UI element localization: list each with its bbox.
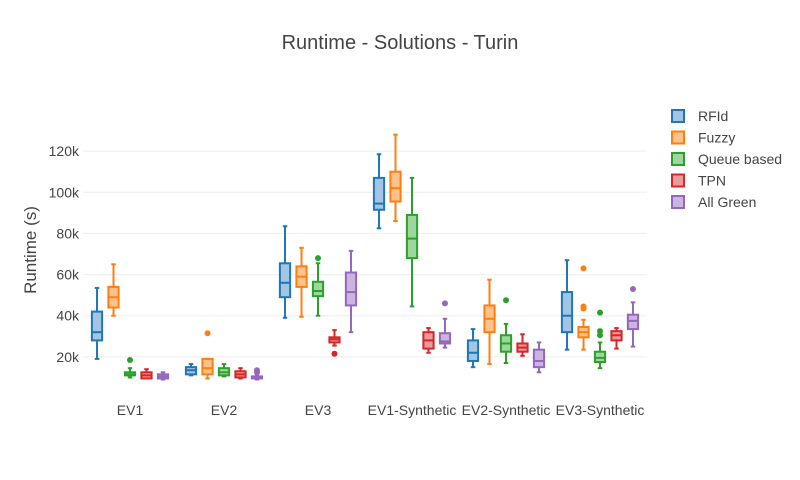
box-tpn — [234, 367, 247, 380]
box-tpn — [516, 333, 529, 357]
y-tick-label: 80k — [56, 225, 80, 241]
box-rfid — [90, 286, 104, 360]
box-iqr — [278, 262, 292, 299]
box-all-green — [438, 300, 452, 349]
legend-swatch — [671, 173, 685, 188]
y-tick-label: 120k — [49, 143, 80, 159]
x-category-label: EV3 — [305, 402, 332, 418]
y-axis-ticks: 20k 40k 60k 80k 100k 120k — [49, 143, 80, 365]
outlier-point — [204, 330, 211, 337]
outlier-point — [503, 297, 509, 304]
box-fuzzy — [577, 265, 590, 351]
outlier-point — [441, 300, 448, 307]
y-tick-label: 60k — [56, 267, 80, 283]
box-queue-based — [499, 297, 513, 365]
box-queue-based — [217, 363, 231, 378]
outlier-point — [253, 367, 260, 374]
box-iqr — [405, 213, 419, 260]
legend-label: RFId — [698, 108, 728, 124]
box-iqr — [344, 271, 358, 307]
box-rfid — [184, 363, 198, 377]
box-iqr — [90, 310, 104, 342]
legend-label: All Green — [698, 194, 756, 210]
box-iqr — [532, 348, 546, 369]
box-rfid — [278, 225, 292, 319]
legend-item[interactable]: All Green — [671, 194, 756, 210]
outlier-point — [331, 350, 338, 357]
box-iqr — [560, 291, 574, 334]
outlier-point — [127, 356, 133, 363]
box-all-green — [626, 285, 640, 348]
box-tpn — [422, 327, 435, 354]
box-fuzzy — [389, 133, 402, 223]
box-iqr — [593, 350, 607, 364]
box-iqr — [438, 332, 452, 345]
outlier-point — [597, 332, 603, 339]
x-category-label: EV2 — [211, 402, 238, 418]
box-tpn — [610, 327, 623, 350]
legend-item[interactable]: RFId — [671, 108, 728, 124]
outlier-point — [597, 328, 603, 335]
legend-item[interactable]: Queue based — [671, 151, 782, 167]
outlier-point — [580, 303, 587, 310]
outlier-point — [580, 265, 587, 272]
legend-swatch — [671, 195, 685, 209]
box-iqr — [201, 357, 214, 376]
box-all-green — [532, 341, 546, 374]
box-iqr — [626, 313, 640, 331]
legend-item[interactable]: Fuzzy — [671, 130, 735, 146]
box-fuzzy — [483, 278, 496, 366]
box-fuzzy — [107, 263, 120, 317]
outlier-point — [315, 255, 321, 262]
box-plots — [90, 133, 640, 381]
box-all-green — [344, 249, 358, 334]
legend-swatch — [671, 152, 685, 166]
y-tick-label: 100k — [49, 184, 80, 200]
outlier-point — [597, 309, 603, 316]
box-tpn — [140, 368, 153, 380]
box-queue-based — [311, 255, 325, 317]
x-category-label: EV3-Synthetic — [556, 402, 645, 418]
x-category-label: EV1 — [117, 402, 144, 418]
y-tick-label: 20k — [56, 349, 80, 365]
box-fuzzy — [295, 246, 308, 318]
y-axis-label: Runtime (s) — [21, 206, 40, 294]
chart-title: Runtime - Solutions - Turin — [282, 32, 519, 54]
legend-label: Fuzzy — [698, 130, 735, 146]
box-rfid — [560, 259, 574, 351]
box-rfid — [466, 328, 480, 369]
x-axis-categories: EV1 EV2 EV3 EV1-Synthetic EV2-Synthetic EV3-S… — [117, 402, 645, 418]
legend-item[interactable]: TPN — [671, 173, 726, 189]
x-category-label: EV1-Synthetic — [368, 402, 457, 418]
box-iqr — [372, 176, 386, 211]
gridlines — [83, 150, 647, 358]
box-queue-based — [593, 309, 607, 370]
y-tick-label: 40k — [56, 308, 80, 324]
box-iqr — [389, 170, 402, 203]
box-queue-based — [405, 176, 419, 308]
legend: RFId Fuzzy Queue based TPN All Green — [671, 108, 782, 210]
box-queue-based — [123, 356, 137, 379]
legend-label: TPN — [698, 173, 726, 189]
legend-swatch — [671, 109, 685, 123]
outlier-point — [629, 285, 636, 292]
box-fuzzy — [201, 330, 214, 380]
box-all-green — [156, 371, 170, 381]
box-all-green — [250, 367, 264, 381]
legend-label: Queue based — [698, 151, 782, 167]
x-category-label: EV2-Synthetic — [462, 402, 551, 418]
box-tpn — [328, 329, 341, 357]
box-iqr — [466, 339, 480, 362]
legend-swatch — [671, 130, 685, 145]
box-rfid — [372, 153, 386, 230]
box-iqr — [311, 280, 325, 298]
